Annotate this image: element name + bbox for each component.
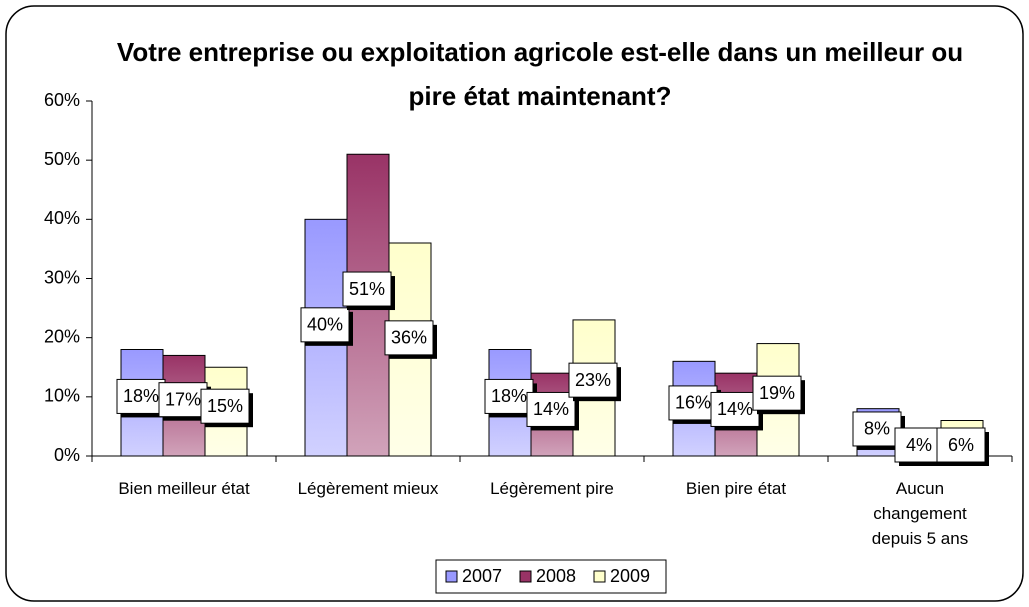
- legend-swatch: [593, 570, 606, 583]
- label-box: [936, 427, 986, 463]
- x-tick-label: Aucun changement depuis 5 ans: [871, 479, 969, 548]
- data-label: 16%: [675, 393, 711, 413]
- data-label: 14%: [533, 399, 569, 419]
- data-label: 17%: [165, 389, 201, 409]
- y-tick-label: 60%: [44, 90, 80, 110]
- x-tick-label: Légèrement pire: [490, 479, 614, 498]
- label-box: [852, 411, 902, 447]
- label-box: [668, 385, 718, 421]
- legend-swatch: [445, 570, 458, 583]
- chart-title: Votre entreprise ou exploitation agricol…: [116, 37, 964, 111]
- legend-label: 2008: [536, 566, 576, 586]
- data-label: 18%: [123, 386, 159, 406]
- y-tick-label: 50%: [44, 149, 80, 169]
- label-box: [568, 362, 618, 398]
- label-box: [526, 391, 576, 427]
- data-label: 40%: [307, 315, 343, 335]
- data-label: 14%: [717, 399, 753, 419]
- legend-label: 2007: [462, 566, 502, 586]
- label-box: [484, 378, 534, 414]
- label-box: [384, 320, 434, 356]
- legend-box: [435, 559, 667, 594]
- label-box: [752, 375, 802, 411]
- data-label: 19%: [759, 383, 795, 403]
- data-label: 18%: [491, 386, 527, 406]
- data-label: 23%: [575, 370, 611, 390]
- label-box: [300, 307, 350, 343]
- label-box: [200, 388, 250, 424]
- data-label: 4%: [906, 435, 932, 455]
- data-label: 36%: [391, 328, 427, 348]
- data-label: 51%: [349, 279, 385, 299]
- data-label: 15%: [207, 396, 243, 416]
- x-tick-label: Légèrement mieux: [297, 479, 439, 498]
- label-box: [116, 378, 166, 414]
- x-tick-label: Bien meilleur état: [118, 479, 250, 498]
- x-tick-label: Bien pire état: [685, 479, 787, 498]
- y-tick-label: 20%: [44, 326, 80, 346]
- data-label: 8%: [864, 419, 890, 439]
- y-tick-label: 10%: [44, 386, 80, 406]
- label-box: [342, 271, 392, 307]
- data-label: 6%: [948, 435, 974, 455]
- y-tick-label: 0%: [54, 445, 80, 465]
- y-tick-label: 40%: [44, 208, 80, 228]
- y-tick-label: 30%: [44, 267, 80, 287]
- legend-label: 2009: [610, 566, 650, 586]
- legend-swatch: [519, 570, 532, 583]
